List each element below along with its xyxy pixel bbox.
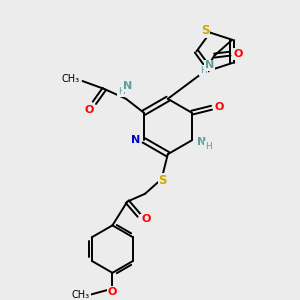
Text: N: N (123, 81, 133, 91)
Text: S: S (159, 174, 167, 188)
Text: S: S (201, 24, 209, 37)
Text: H: H (205, 142, 212, 151)
Text: H: H (200, 66, 207, 75)
Text: O: O (141, 214, 151, 224)
Text: N: N (197, 137, 206, 147)
Text: CH₃: CH₃ (72, 290, 90, 300)
Text: CH₃: CH₃ (61, 74, 80, 84)
Text: O: O (215, 102, 224, 112)
Text: N: N (205, 61, 214, 70)
Text: O: O (233, 49, 243, 58)
Text: N: N (131, 135, 140, 146)
Text: O: O (108, 286, 117, 297)
Text: O: O (85, 105, 94, 115)
Text: H: H (118, 87, 124, 96)
